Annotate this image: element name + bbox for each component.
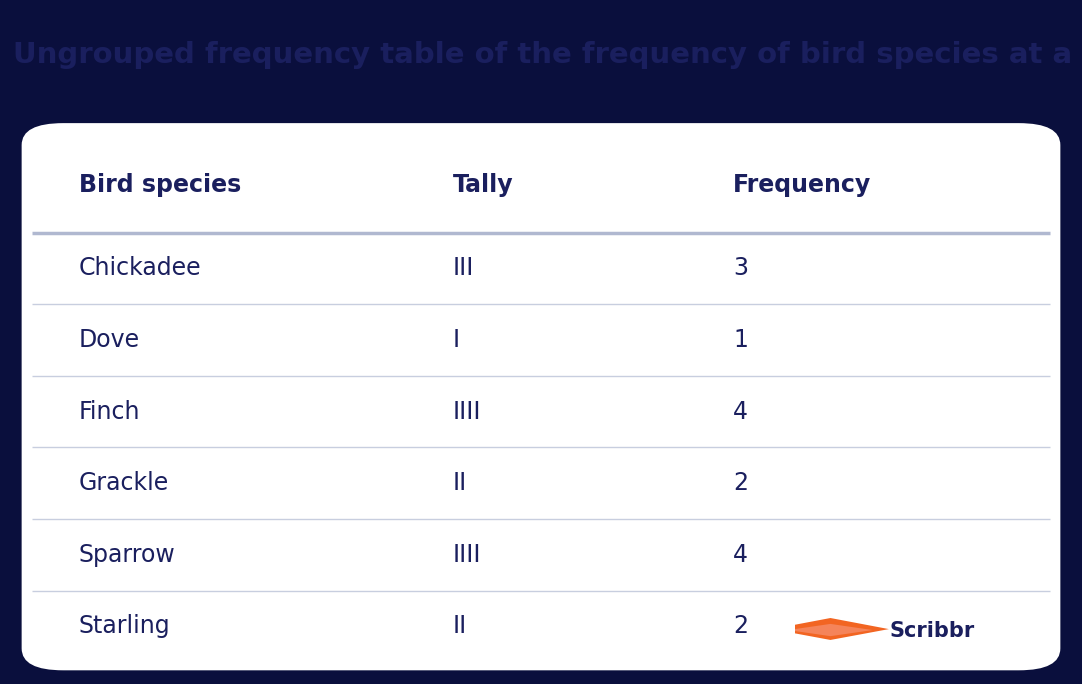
Polygon shape [771,618,888,640]
FancyBboxPatch shape [22,123,1060,670]
Text: 2: 2 [734,614,748,638]
Text: 3: 3 [734,256,748,280]
Text: Starling: Starling [79,614,170,638]
Text: Chickadee: Chickadee [79,256,201,280]
Text: Frequency: Frequency [734,172,871,197]
Text: Dove: Dove [79,328,140,352]
Text: II: II [452,471,467,495]
Text: I: I [452,328,460,352]
Text: 1: 1 [734,328,748,352]
Polygon shape [788,624,872,636]
Text: 2: 2 [734,471,748,495]
Text: Tally: Tally [452,172,513,197]
Text: Scribbr: Scribbr [889,621,975,641]
Text: Grackle: Grackle [79,471,169,495]
Text: Sparrow: Sparrow [79,542,175,567]
Text: IIII: IIII [452,399,481,423]
Text: IIII: IIII [452,542,481,567]
Text: Finch: Finch [79,399,141,423]
Text: 4: 4 [734,542,748,567]
Text: Bird species: Bird species [79,172,241,197]
Text: III: III [452,256,474,280]
Text: Ungrouped frequency table of the frequency of bird species at a bird feeder: Ungrouped frequency table of the frequen… [13,41,1082,68]
Text: II: II [452,614,467,638]
Text: 4: 4 [734,399,748,423]
